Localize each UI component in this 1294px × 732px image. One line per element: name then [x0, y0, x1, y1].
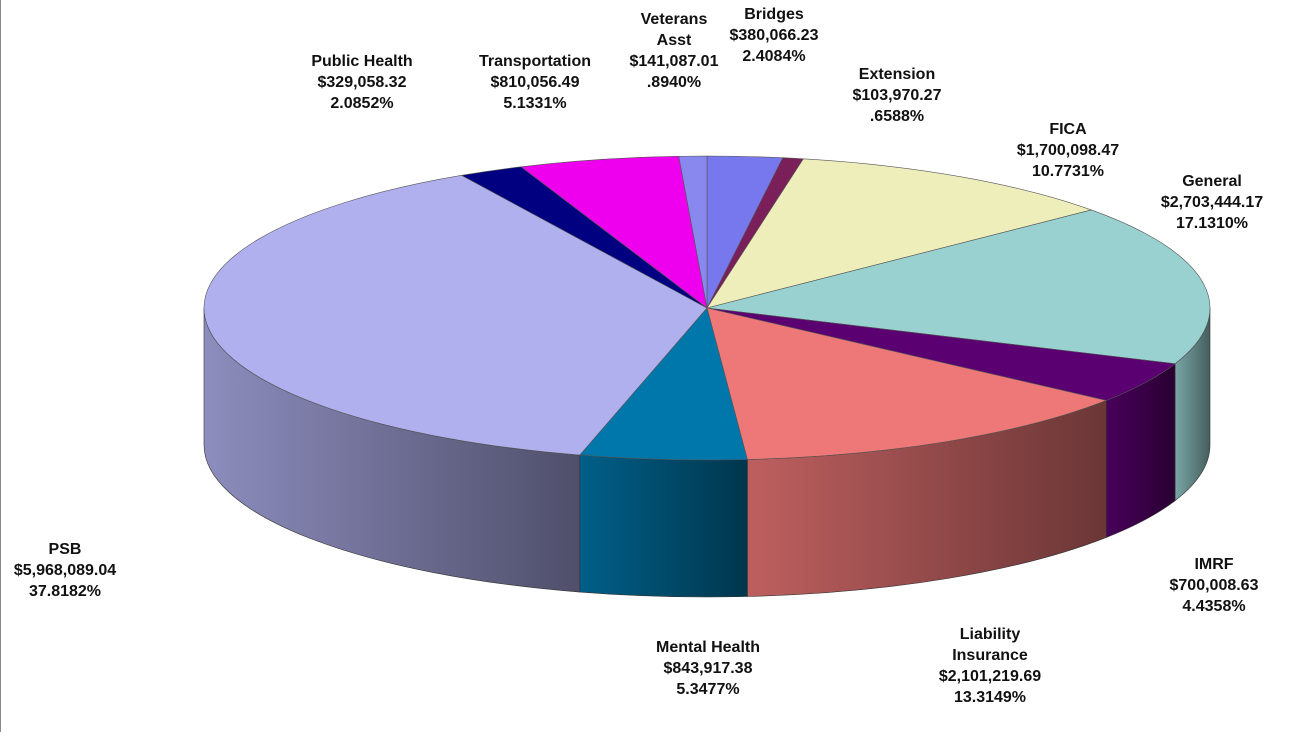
tops: [203, 155, 1211, 461]
label-line: Public Health: [311, 53, 412, 70]
label-line: Bridges: [744, 6, 804, 23]
slice: [579, 307, 748, 461]
slice-label: FICA $1,700,098.47 10.7731%: [1017, 121, 1119, 180]
label-line: Transportation: [479, 53, 591, 70]
slice: [203, 175, 708, 456]
label-word: Insurance: [952, 647, 1028, 664]
label-line: 37.8182%: [29, 583, 101, 600]
slice-label: Bridges $380,066.23 2.4084%: [730, 6, 819, 65]
slice-label: Liability Insurance $2,101,219.69 13.3149%: [939, 626, 1041, 706]
label-line: $5,968,089.04: [14, 562, 116, 579]
slice: [678, 155, 708, 309]
slice: [520, 155, 708, 309]
label-word: Veterans: [641, 11, 708, 28]
label-line: 2.4084%: [742, 48, 805, 65]
label-line: 17.1310%: [1176, 215, 1248, 232]
label-word: Liability: [960, 626, 1021, 643]
label-line: Mental Health: [656, 639, 760, 656]
slice: [706, 209, 1211, 365]
label-line: $329,058.32: [318, 74, 407, 91]
slice-label: PSB $5,968,089.04 37.8182%: [14, 541, 116, 600]
label-line: .6588%: [870, 108, 924, 125]
label-line: $103,970.27: [853, 87, 942, 104]
label-line: 4.4358%: [1182, 598, 1245, 615]
slice: [706, 307, 1108, 460]
slice-label: Extension $103,970.27 .6588%: [853, 66, 942, 125]
slice-side: [579, 454, 748, 598]
label-line: $700,008.63: [1170, 577, 1259, 594]
label-line: $2,101,219.69: [939, 668, 1041, 685]
label-line: General: [1182, 173, 1242, 190]
label-line: Liability Insurance: [952, 626, 1028, 664]
slice-label: Mental Health $843,917.38 5.3477%: [656, 639, 760, 698]
label-line: $810,056.49: [491, 74, 580, 91]
label-line: 5.3477%: [676, 681, 739, 698]
label-line: Veterans Asst: [641, 11, 708, 49]
label-word: Asst: [657, 32, 692, 49]
label-line: PSB: [49, 541, 82, 558]
label-line: $380,066.23: [730, 27, 819, 44]
slice-label: General $2,703,444.17 17.1310%: [1161, 173, 1263, 232]
label-line: $1,700,098.47: [1017, 142, 1119, 159]
slice: [706, 158, 1093, 309]
slice-label: Public Health $329,058.32 2.0852%: [311, 53, 412, 112]
label-line: 5.1331%: [503, 95, 566, 112]
slice-label: Veterans Asst $141,087.01 .8940%: [630, 11, 719, 91]
labels: Bridges $380,066.23 2.4084% Extension $103,9…: [14, 6, 1263, 706]
label-line: IMRF: [1194, 556, 1233, 573]
label-line: .8940%: [647, 74, 701, 91]
label-line: $843,917.38: [664, 660, 753, 677]
label-line: FICA: [1049, 121, 1087, 138]
slice-label: IMRF $700,008.63 4.4358%: [1170, 556, 1259, 615]
label-line: $141,087.01: [630, 53, 719, 70]
label-line: Extension: [859, 66, 935, 83]
slice-label: Transportation $810,056.49 5.1331%: [479, 53, 591, 112]
label-line: 2.0852%: [330, 95, 393, 112]
label-line: 10.7731%: [1032, 163, 1104, 180]
sides: [203, 307, 1211, 598]
label-line: $2,703,444.17: [1161, 194, 1263, 211]
label-line: 13.3149%: [954, 689, 1026, 706]
